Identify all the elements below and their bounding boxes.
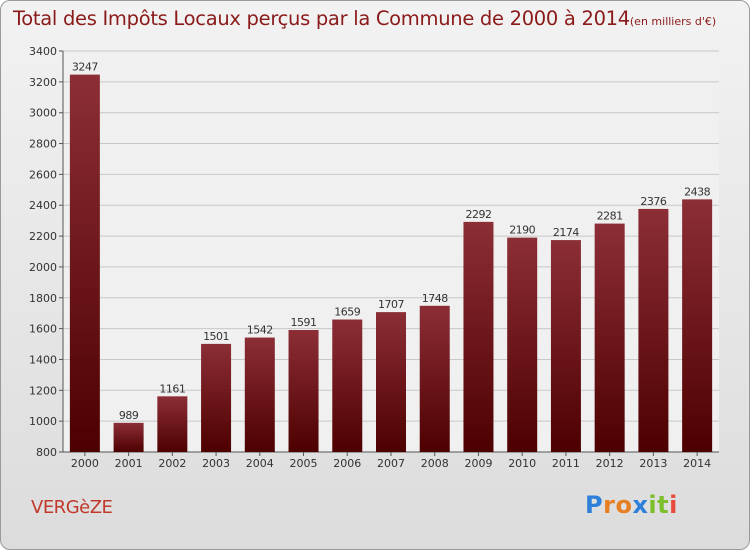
bar-value-label: 1161 bbox=[159, 382, 185, 395]
y-tick-label: 2800 bbox=[29, 138, 57, 151]
x-tick-label: 2013 bbox=[639, 457, 667, 470]
x-tick-label: 2008 bbox=[421, 457, 449, 470]
logo-letter: o bbox=[615, 491, 633, 519]
chart-title-main: Total des Impôts Locaux perçus par la Co… bbox=[13, 7, 630, 30]
x-tick-label: 2014 bbox=[683, 457, 711, 470]
y-tick-label: 2200 bbox=[29, 230, 57, 243]
bar bbox=[419, 305, 450, 452]
bar-value-label: 989 bbox=[119, 409, 139, 422]
x-tick-label: 2009 bbox=[464, 457, 492, 470]
bar bbox=[550, 240, 581, 452]
x-tick-label: 2001 bbox=[115, 457, 143, 470]
y-tick-label: 800 bbox=[36, 446, 57, 459]
bar-value-label: 2376 bbox=[640, 195, 666, 208]
x-tick-label: 2007 bbox=[377, 457, 405, 470]
chart-title: Total des Impôts Locaux perçus par la Co… bbox=[13, 7, 716, 30]
logo-letter: r bbox=[603, 491, 616, 519]
bar-value-label: 1542 bbox=[247, 324, 273, 337]
x-tick-label: 2005 bbox=[290, 457, 318, 470]
bars bbox=[69, 74, 713, 453]
x-tick-label: 2010 bbox=[508, 457, 536, 470]
x-tick-label: 2006 bbox=[333, 457, 361, 470]
logo-letter: t bbox=[657, 491, 670, 519]
bar bbox=[638, 208, 669, 452]
bar-value-label: 1659 bbox=[334, 306, 360, 319]
logo-letter: i bbox=[669, 491, 678, 519]
bar bbox=[244, 337, 275, 452]
proxiti-logo: Proxiti bbox=[585, 491, 678, 519]
commune-name: VERGèZE bbox=[31, 497, 113, 518]
x-tick-label: 2011 bbox=[552, 457, 580, 470]
y-tick-label: 3200 bbox=[29, 76, 57, 89]
logo-letter: P bbox=[585, 491, 604, 519]
x-tick-label: 2012 bbox=[596, 457, 624, 470]
bar bbox=[463, 221, 494, 452]
x-tick-label: 2002 bbox=[158, 457, 186, 470]
axes: 800 1000 1200 1400 1600 1800 2000 2200 2400 2600 2… bbox=[29, 45, 719, 470]
logo-letter: x bbox=[632, 491, 649, 519]
bar bbox=[376, 312, 406, 452]
chart-title-unit: (en milliers d'€) bbox=[629, 15, 717, 28]
bar-value-label: 1748 bbox=[422, 292, 448, 305]
x-tick-label: 2003 bbox=[202, 457, 230, 470]
y-tick-label: 3000 bbox=[29, 107, 57, 120]
bar bbox=[332, 319, 363, 452]
bar bbox=[201, 343, 232, 452]
y-tick-label: 2000 bbox=[29, 261, 57, 274]
bar-value-label: 1501 bbox=[203, 330, 229, 343]
bar-value-label: 1591 bbox=[291, 316, 317, 329]
bar bbox=[157, 396, 188, 452]
bar bbox=[682, 199, 713, 452]
bar-value-label: 2438 bbox=[684, 185, 710, 198]
y-tick-label: 1200 bbox=[29, 384, 57, 397]
x-tick-label: 2000 bbox=[71, 457, 99, 470]
bar-value-label: 2174 bbox=[553, 226, 579, 239]
y-tick-label: 1600 bbox=[29, 323, 57, 336]
bar-value-label: 2190 bbox=[509, 224, 535, 237]
logo-letter: i bbox=[648, 491, 658, 519]
y-tick-label: 1400 bbox=[29, 353, 57, 366]
y-tick-label: 3400 bbox=[29, 45, 57, 58]
bar-value-label: 1707 bbox=[378, 298, 404, 311]
y-tick-label: 1800 bbox=[29, 292, 57, 305]
bar bbox=[69, 74, 100, 453]
bar bbox=[113, 422, 144, 452]
labels: 3247 989 1161 1501 1542 1591 1659 1707 1748 2292 2… bbox=[72, 61, 711, 422]
y-tick-label: 1000 bbox=[29, 415, 57, 428]
x-tick-label: 2004 bbox=[246, 457, 274, 470]
bar-value-label: 2292 bbox=[465, 208, 491, 221]
bar-value-label: 3247 bbox=[72, 61, 98, 74]
y-tick-label: 2400 bbox=[29, 199, 57, 212]
bar bbox=[288, 330, 319, 452]
bar bbox=[594, 223, 625, 452]
y-tick-label: 2600 bbox=[29, 168, 57, 181]
bar bbox=[507, 237, 538, 452]
bar-value-label: 2281 bbox=[597, 210, 623, 223]
